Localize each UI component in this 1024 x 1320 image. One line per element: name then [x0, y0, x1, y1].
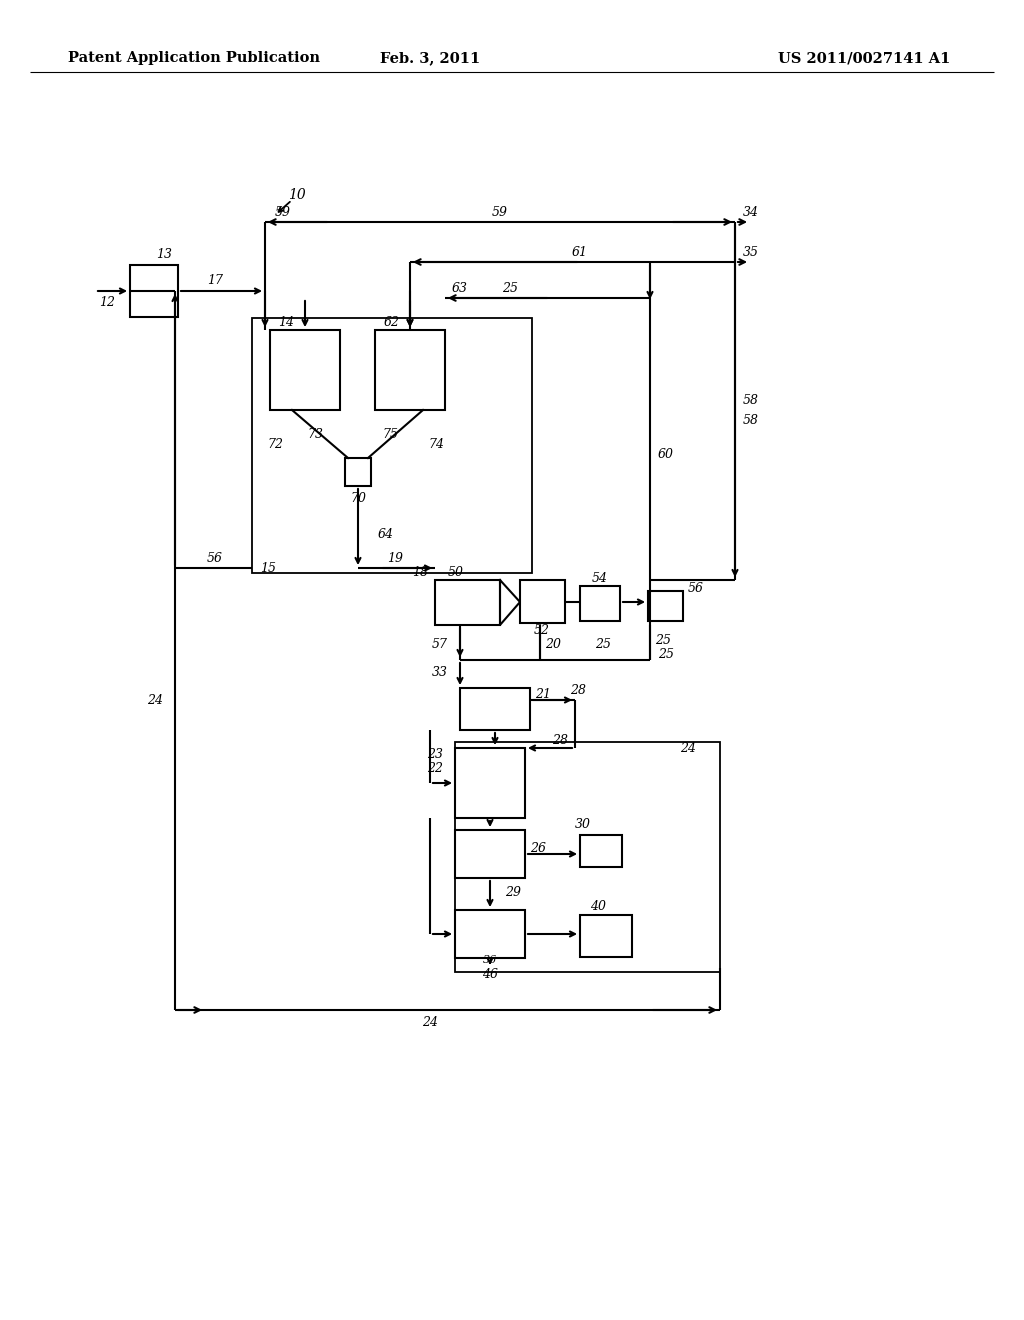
Text: 26: 26	[530, 842, 546, 854]
Bar	[648, 591, 683, 620]
Text: 24: 24	[680, 742, 696, 755]
Text: 29: 29	[505, 887, 521, 899]
Bar	[375, 330, 445, 411]
Text: 18: 18	[412, 565, 428, 578]
Text: 13: 13	[156, 248, 172, 261]
Text: 25: 25	[658, 648, 674, 661]
Bar	[270, 330, 340, 411]
Bar	[580, 586, 620, 620]
Text: 10: 10	[288, 187, 306, 202]
Text: 57: 57	[432, 639, 449, 652]
Text: 52: 52	[534, 623, 550, 636]
Bar	[580, 915, 632, 957]
Text: 74: 74	[428, 438, 444, 451]
Text: 59: 59	[492, 206, 508, 219]
Text: 17: 17	[207, 275, 223, 288]
Text: 25: 25	[655, 634, 671, 647]
Text: 23: 23	[427, 748, 443, 762]
Text: 21: 21	[535, 689, 551, 701]
Text: 22: 22	[427, 762, 443, 775]
Text: 62: 62	[384, 315, 400, 329]
Bar	[580, 836, 622, 867]
Text: 14: 14	[278, 315, 294, 329]
Text: 59: 59	[275, 206, 291, 219]
Text: 36: 36	[483, 954, 497, 965]
Text: 64: 64	[378, 528, 394, 541]
Text: 19: 19	[387, 552, 403, 565]
Text: 73: 73	[307, 429, 323, 441]
Bar	[252, 318, 532, 573]
Text: 30: 30	[575, 818, 591, 832]
Text: 58: 58	[743, 393, 759, 407]
Bar	[460, 688, 530, 730]
Text: 72: 72	[267, 438, 283, 451]
Bar	[455, 830, 525, 878]
Text: 40: 40	[590, 900, 606, 913]
Text: 54: 54	[592, 572, 608, 585]
Bar	[455, 748, 525, 818]
Bar	[345, 458, 371, 486]
Text: 25: 25	[595, 639, 611, 652]
Bar	[435, 579, 500, 624]
Text: Patent Application Publication: Patent Application Publication	[68, 51, 319, 65]
Bar	[520, 579, 565, 623]
Text: 35: 35	[743, 246, 759, 259]
Bar	[130, 265, 178, 317]
Text: 56: 56	[207, 552, 223, 565]
Text: 15: 15	[260, 561, 276, 574]
Bar	[455, 909, 525, 958]
Text: 24: 24	[422, 1015, 438, 1028]
Text: Feb. 3, 2011: Feb. 3, 2011	[380, 51, 480, 65]
Text: US 2011/0027141 A1: US 2011/0027141 A1	[777, 51, 950, 65]
Text: 60: 60	[658, 449, 674, 462]
Text: 58: 58	[743, 413, 759, 426]
Text: 46: 46	[482, 969, 498, 982]
Text: 24: 24	[147, 693, 163, 706]
Text: 12: 12	[99, 296, 115, 309]
Text: 25: 25	[502, 282, 518, 296]
Bar	[455, 742, 720, 972]
Text: 50: 50	[449, 565, 464, 578]
Text: 34: 34	[743, 206, 759, 219]
Text: 63: 63	[452, 282, 468, 296]
Text: 33: 33	[432, 667, 449, 680]
Text: 56: 56	[688, 582, 705, 594]
Text: 75: 75	[382, 429, 398, 441]
Text: 28: 28	[552, 734, 568, 747]
Text: 61: 61	[572, 246, 588, 259]
Text: 70: 70	[350, 491, 366, 504]
Text: 20: 20	[545, 639, 561, 652]
Text: 28: 28	[570, 684, 586, 697]
